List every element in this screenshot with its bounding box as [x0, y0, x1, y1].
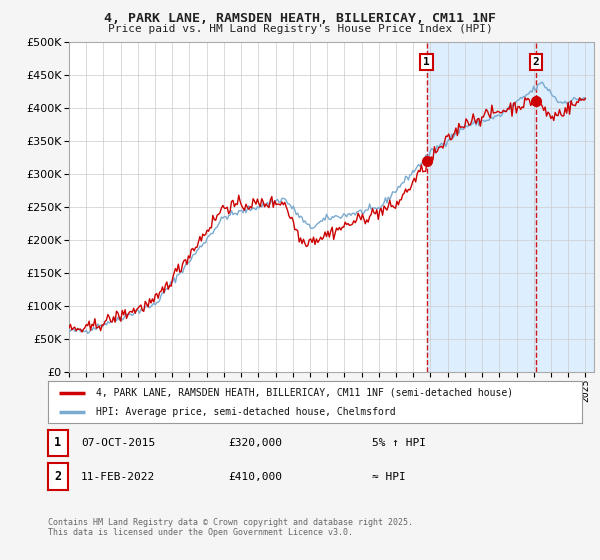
Text: £320,000: £320,000 — [228, 438, 282, 448]
Text: Contains HM Land Registry data © Crown copyright and database right 2025.
This d: Contains HM Land Registry data © Crown c… — [48, 518, 413, 538]
Text: 4, PARK LANE, RAMSDEN HEATH, BILLERICAY, CM11 1NF (semi-detached house): 4, PARK LANE, RAMSDEN HEATH, BILLERICAY,… — [96, 388, 513, 398]
Bar — [427, 42, 594, 372]
Text: Price paid vs. HM Land Registry's House Price Index (HPI): Price paid vs. HM Land Registry's House … — [107, 24, 493, 34]
Text: 2: 2 — [532, 57, 539, 67]
Text: 5% ↑ HPI: 5% ↑ HPI — [372, 438, 426, 448]
Text: 1: 1 — [423, 57, 430, 67]
Text: 07-OCT-2015: 07-OCT-2015 — [81, 438, 155, 448]
Text: 2: 2 — [55, 470, 61, 483]
Text: 1: 1 — [55, 436, 61, 450]
Text: £410,000: £410,000 — [228, 472, 282, 482]
Text: HPI: Average price, semi-detached house, Chelmsford: HPI: Average price, semi-detached house,… — [96, 407, 395, 417]
Text: 4, PARK LANE, RAMSDEN HEATH, BILLERICAY, CM11 1NF: 4, PARK LANE, RAMSDEN HEATH, BILLERICAY,… — [104, 12, 496, 25]
Text: ≈ HPI: ≈ HPI — [372, 472, 406, 482]
Text: 11-FEB-2022: 11-FEB-2022 — [81, 472, 155, 482]
